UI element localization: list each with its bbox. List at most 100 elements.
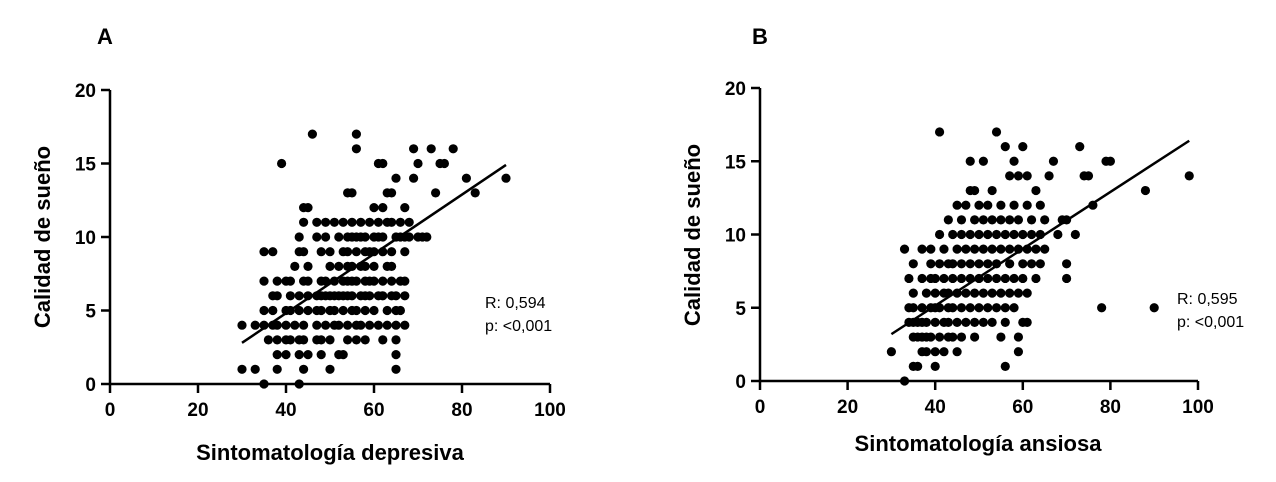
panel-b-x-tick-label: 20	[837, 397, 858, 418]
panel-a-data-point	[338, 305, 348, 316]
panel-b-data-point	[961, 200, 971, 210]
panel-a-data-point	[378, 232, 388, 242]
panel-b-y-tick-label: 15	[725, 152, 747, 173]
panel-b-data-point	[1018, 229, 1028, 240]
panel-b-data-point	[1184, 171, 1194, 181]
panel-b-data-point	[908, 303, 918, 313]
panel-a-x-tick-label: 40	[275, 400, 296, 421]
panel-a-y-tick-label: 15	[75, 155, 97, 176]
panel-b-y-tick-label: 10	[725, 226, 746, 247]
panel-b-x-tick-label: 80	[1100, 397, 1121, 418]
panel-a-data-point	[285, 335, 295, 345]
panel-a-data-point	[321, 217, 331, 227]
panel-b-data-point	[961, 317, 971, 327]
panel-b-data-point	[1031, 273, 1041, 284]
panel-a-data-point	[303, 276, 313, 286]
panel-a-p-value: p: <0,001	[485, 318, 552, 335]
panel-a-data-point	[325, 247, 335, 257]
panel-a-data-point	[387, 261, 397, 271]
panel-a-data-point	[373, 217, 383, 227]
panel-a-data-point	[263, 335, 273, 345]
panel-a-data-point	[360, 261, 370, 271]
panel-a-data-point	[237, 364, 247, 374]
panel-a-y-tick-label: 0	[85, 375, 96, 396]
panel-b-data-point	[943, 215, 953, 225]
panel-b-data-point	[1000, 303, 1010, 313]
panel-b-data-point	[921, 288, 932, 298]
panel-b-data-point	[987, 244, 997, 254]
panel-a-data-point	[356, 320, 366, 330]
panel-b-data-point	[1048, 156, 1059, 166]
panel-a-data-point	[303, 203, 313, 213]
panel-b-data-point	[934, 229, 945, 240]
panel-b-x-tick-label: 0	[755, 397, 766, 418]
panel-a-data-point	[303, 261, 313, 271]
panel-b-data-point	[1140, 185, 1151, 196]
panel-a-data-point	[329, 305, 339, 316]
panel-b-data-point	[926, 259, 936, 269]
panel-b-data-point	[943, 317, 953, 327]
panel-b-data-point	[956, 229, 967, 240]
panel-a-data-point	[343, 335, 353, 345]
panel-a-ticks: 0 20 40 60 80 100 0 5 10 15 20	[75, 81, 566, 421]
panel-a-data-point	[356, 217, 366, 227]
panel-a-data-point	[470, 188, 480, 198]
panel-b-data-point	[1018, 259, 1028, 269]
panel-a-data-point	[387, 247, 397, 257]
panel-b-data-point	[1031, 244, 1041, 254]
panel-b-data-point	[983, 303, 993, 313]
panel-b-ticks: 0 20 40 60 80 100 0 5 10 15 20	[725, 79, 1214, 418]
panel-a-data-point	[338, 217, 348, 227]
panel-b-data-point	[978, 317, 988, 327]
panel-b-data-point	[956, 215, 967, 225]
panel-a-letter: A	[97, 24, 113, 49]
panel-a-data-point	[312, 217, 322, 227]
panel-b-data-point	[996, 288, 1006, 298]
panel-b-data-point	[991, 127, 1002, 137]
panel-b-data-point	[1062, 259, 1072, 269]
panel-b-data-point	[983, 229, 993, 240]
panel-a-data-point	[272, 276, 282, 286]
panel-a-data-point	[343, 247, 353, 257]
panel-b-data-point	[987, 288, 997, 298]
panel-b-regression-line	[890, 139, 1190, 336]
panel-a-data-point	[400, 291, 410, 301]
panel-b-data-point	[1031, 185, 1041, 196]
panel-a-regression-line	[241, 163, 507, 344]
panel-b-data-point	[904, 273, 914, 284]
panel-a-data-point	[378, 276, 388, 286]
panel-a-data-point	[387, 188, 397, 198]
panel-b-letter: B	[752, 24, 768, 49]
panel-a-data-point	[501, 173, 511, 183]
panel-b-data-point	[1022, 200, 1032, 210]
panel-a-data-point	[285, 276, 295, 286]
panel-a-data-point	[268, 247, 278, 257]
panel-b-data-point	[1013, 332, 1024, 342]
panel-a-data-point	[391, 350, 401, 360]
panel-a-data-point	[395, 305, 405, 316]
panel-b-data-point	[908, 288, 918, 298]
panel-b-data-point	[987, 215, 997, 225]
panel-b-data-point	[978, 156, 988, 166]
panel-a-data-point	[259, 305, 269, 316]
panel-a-data-point	[277, 158, 287, 169]
panel-a-data-point	[439, 158, 449, 169]
panel-b-data-point	[974, 303, 984, 313]
panel-a-data-point	[268, 305, 278, 316]
panel-a-data-point	[378, 335, 388, 345]
panel-a-data-point	[347, 261, 357, 271]
panel-b-x-tick-label: 40	[925, 397, 946, 418]
panel-a-data-point	[281, 320, 291, 330]
panel-a-data-point	[272, 291, 282, 301]
panel-b-data-point	[934, 127, 945, 137]
panel-b-data-point	[917, 303, 927, 313]
panel-b-y-label: Calidad de sueño	[680, 144, 705, 326]
panel-a-data-point	[316, 247, 326, 257]
panel-a-data-point	[299, 320, 309, 330]
panel-a-data-point	[325, 364, 335, 374]
panel-a-data-point	[413, 158, 423, 169]
panel-a-data-point	[351, 305, 361, 316]
panel-a-data-point	[321, 276, 331, 286]
panel-a-data-point	[299, 335, 309, 345]
